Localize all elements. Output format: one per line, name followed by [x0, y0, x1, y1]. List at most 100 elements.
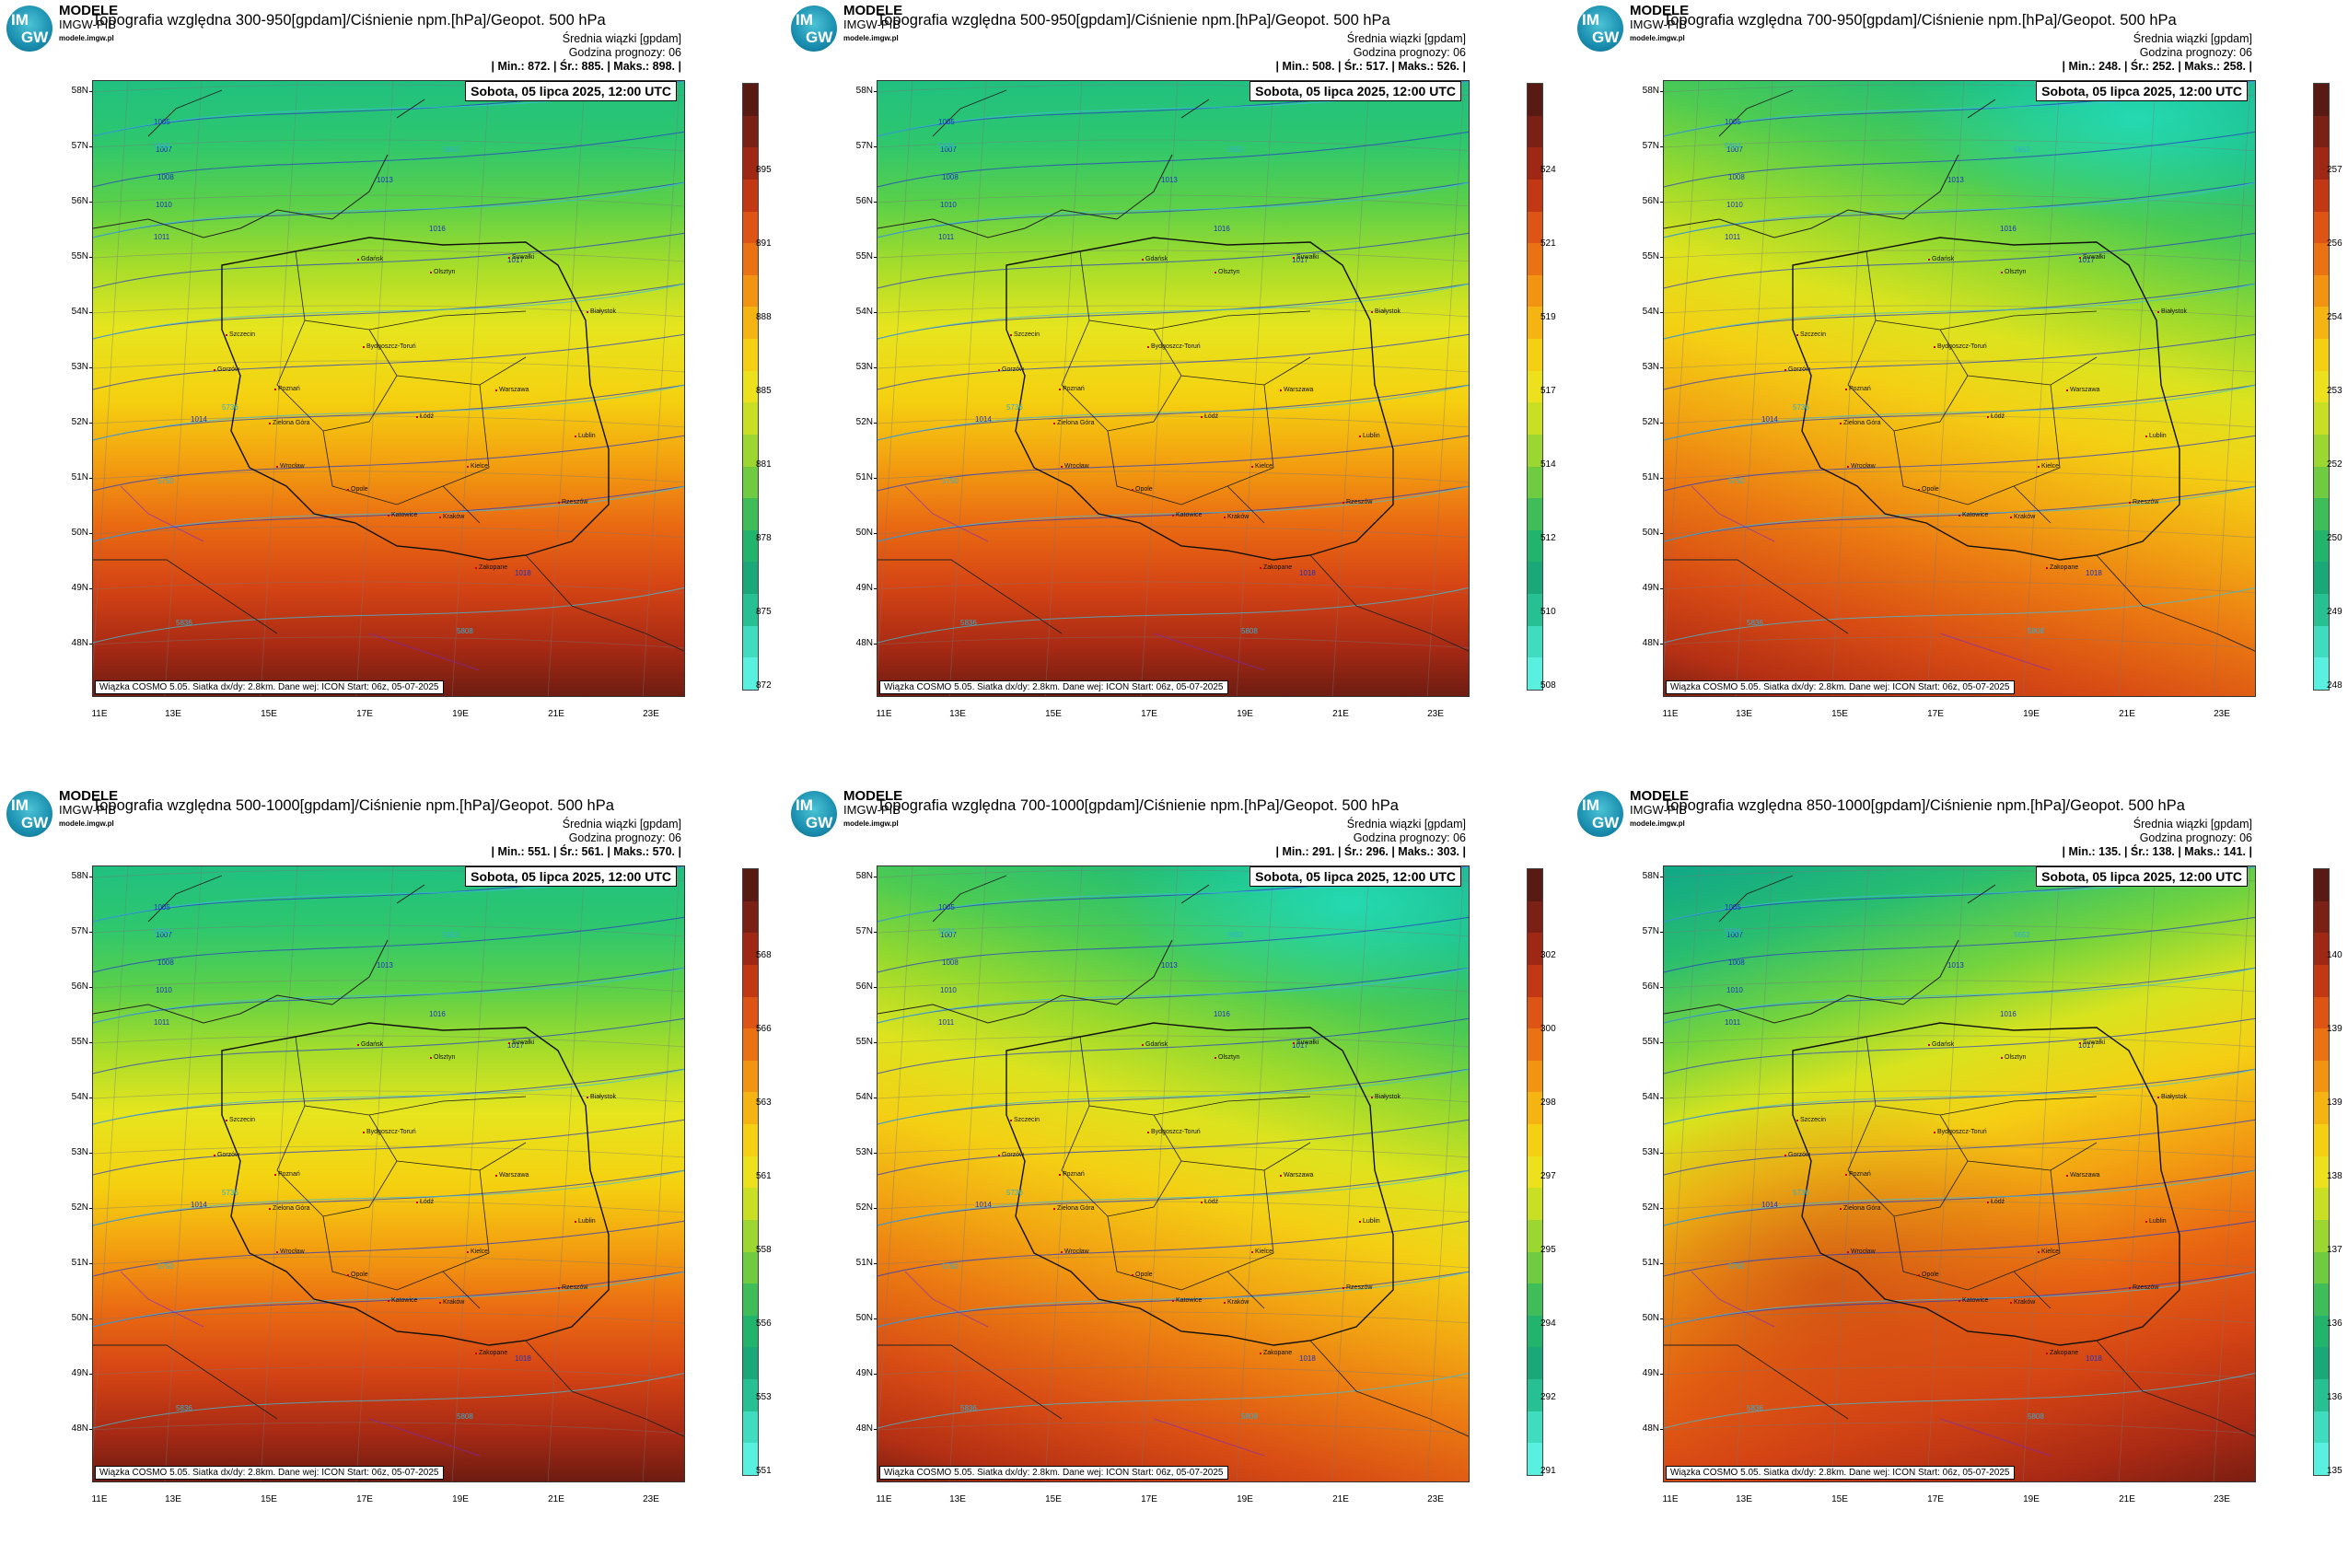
colorbar	[1527, 83, 1543, 691]
region-border	[276, 1036, 527, 1309]
colorbar-segment	[743, 498, 758, 530]
latitude-tick-label: 50N	[61, 1313, 92, 1323]
brand-url[interactable]: modele.imgw.pl	[843, 819, 899, 828]
forecast-hour: Godzina prognozy: 06	[2139, 831, 2252, 844]
colorbar-segment	[2314, 1124, 2329, 1156]
isobar-line	[878, 435, 1469, 492]
longitude-line	[164, 866, 203, 1481]
latitude-tick-label: 50N	[61, 528, 92, 538]
colorbar-segment	[1528, 1379, 1542, 1411]
colorbar-segment	[2314, 1315, 2329, 1348]
colorbar-segment	[743, 1283, 758, 1316]
colorbar-segment	[1528, 996, 1542, 1029]
geopotential-label: 5836	[960, 619, 977, 627]
latitude-line	[1664, 980, 2255, 993]
logo-text-gw: GW	[806, 814, 833, 831]
latitude-line	[1664, 194, 2255, 207]
brand-url[interactable]: modele.imgw.pl	[59, 34, 114, 42]
colorbar-tick-label: 510	[1540, 607, 1556, 617]
city-label: Katowice	[1171, 1297, 1203, 1304]
latitude-line	[1664, 139, 2255, 152]
brand-name: MODELE	[59, 788, 119, 804]
geopotential-line	[1664, 384, 2255, 441]
colorbar-segment	[2314, 1379, 2329, 1411]
colorbar-tick-label: 248	[2327, 680, 2342, 691]
latitude-line	[878, 360, 1469, 373]
latitude-tick-label: 48N	[61, 1423, 92, 1434]
city-label: Olsztyn	[429, 1054, 456, 1061]
geopotential-line	[878, 1271, 1469, 1328]
city-label: Szczecin	[1796, 331, 1827, 338]
stats-line: | Min.: 551. | Śr.: 561. | Maks.: 570. |	[491, 845, 681, 858]
city-label: Zakopane	[2045, 1350, 2079, 1356]
geopotential-label: 5652	[2014, 145, 2030, 154]
city-label: Gdańsk	[1141, 256, 1168, 262]
latitude-line	[93, 1311, 684, 1324]
city-label: Katowice	[387, 1297, 418, 1304]
colorbar-segment	[1528, 498, 1542, 530]
colorbar-segment	[1528, 1188, 1542, 1220]
isobar-label: 1007	[156, 145, 172, 154]
city-label: Kielce	[2037, 463, 2060, 470]
brand-url[interactable]: modele.imgw.pl	[59, 819, 114, 828]
longitude-tick-label: 13E	[165, 1494, 181, 1504]
city-label: Zakopane	[1259, 1350, 1293, 1356]
neighbor-border	[93, 875, 684, 1437]
brand-url[interactable]: modele.imgw.pl	[1630, 34, 1685, 42]
latitude-tick-label: 56N	[1632, 196, 1663, 206]
isobar-label: 1007	[1726, 145, 1743, 154]
city-label: Gorzów	[1784, 366, 1811, 373]
logo-text-im: IM	[1582, 796, 1599, 814]
colorbar-segment	[1528, 1347, 1542, 1379]
isobar-label: 1017	[1292, 256, 1308, 264]
isobar-line	[1664, 435, 2255, 492]
geopotential-label: 5736	[1006, 1189, 1023, 1197]
brand-name: MODELE	[843, 788, 903, 804]
brand-sub: IMGW-PIB	[1630, 17, 1687, 31]
colorbar-segment	[2314, 657, 2329, 690]
colorbar-segment	[2314, 869, 2329, 901]
brand-url[interactable]: modele.imgw.pl	[1630, 819, 1685, 828]
longitude-tick-label: 11E	[876, 1494, 892, 1504]
city-label: Zielona Góra	[1839, 1205, 1881, 1212]
latitude-line	[93, 250, 684, 262]
latitude-line	[878, 924, 1469, 937]
longitude-tick-label: 15E	[1045, 709, 1062, 719]
latitude-tick-label: 48N	[845, 638, 877, 648]
longitude-tick-label: 17E	[356, 709, 373, 719]
brand-sub: IMGW-PIB	[59, 17, 116, 31]
isobar-label: 1010	[1726, 201, 1743, 209]
stats-line: | Min.: 508. | Śr.: 517. | Maks.: 526. |	[1275, 60, 1466, 73]
isobar-label: 1008	[1728, 958, 1745, 967]
map-area: 1005 1007 1008 1010 1011 1013 1014 1016 1017 1018…	[1663, 80, 2256, 697]
colorbar-segment	[2314, 466, 2329, 499]
brand-url[interactable]: modele.imgw.pl	[843, 34, 899, 42]
isobar-label: 1014	[975, 415, 992, 424]
latitude-line	[878, 1035, 1469, 1048]
isobar-line	[93, 1271, 684, 1328]
city-label: Opole	[1918, 486, 1939, 493]
latitude-tick-label: 49N	[61, 583, 92, 593]
colorbar-tick-label: 878	[756, 533, 772, 543]
map-panel-850-1000: IM GW MODELE IMGW-PIB modele.imgw.pl Topograf…	[1571, 785, 2342, 1568]
coastline	[93, 884, 425, 1024]
isobar-line	[1664, 283, 2255, 340]
logo-text-gw: GW	[1592, 29, 1620, 46]
isobar-label: 1005	[1725, 118, 1741, 126]
colorbar-segment	[743, 996, 758, 1029]
city-label: Lublin	[575, 433, 596, 439]
latitude-line	[878, 194, 1469, 207]
isobar-label: 1013	[377, 176, 393, 184]
city-label: Opole	[1132, 1272, 1153, 1278]
isobar-label: 1011	[938, 1018, 955, 1027]
longitude-tick-label: 19E	[2023, 1494, 2040, 1504]
colorbar-segment	[2314, 434, 2329, 467]
latitude-tick-label: 50N	[1632, 1313, 1663, 1323]
colorbar-segment	[743, 147, 758, 180]
latitude-line	[878, 1256, 1469, 1269]
isobar-line	[1664, 967, 2255, 1024]
geopotential-label: 5750	[1728, 1262, 1745, 1271]
city-label: Zakopane	[1259, 564, 1293, 571]
map-panel-500-950: IM GW MODELE IMGW-PIB modele.imgw.pl Topograf…	[785, 0, 1556, 783]
colorbar-tick-label: 888	[756, 312, 772, 322]
